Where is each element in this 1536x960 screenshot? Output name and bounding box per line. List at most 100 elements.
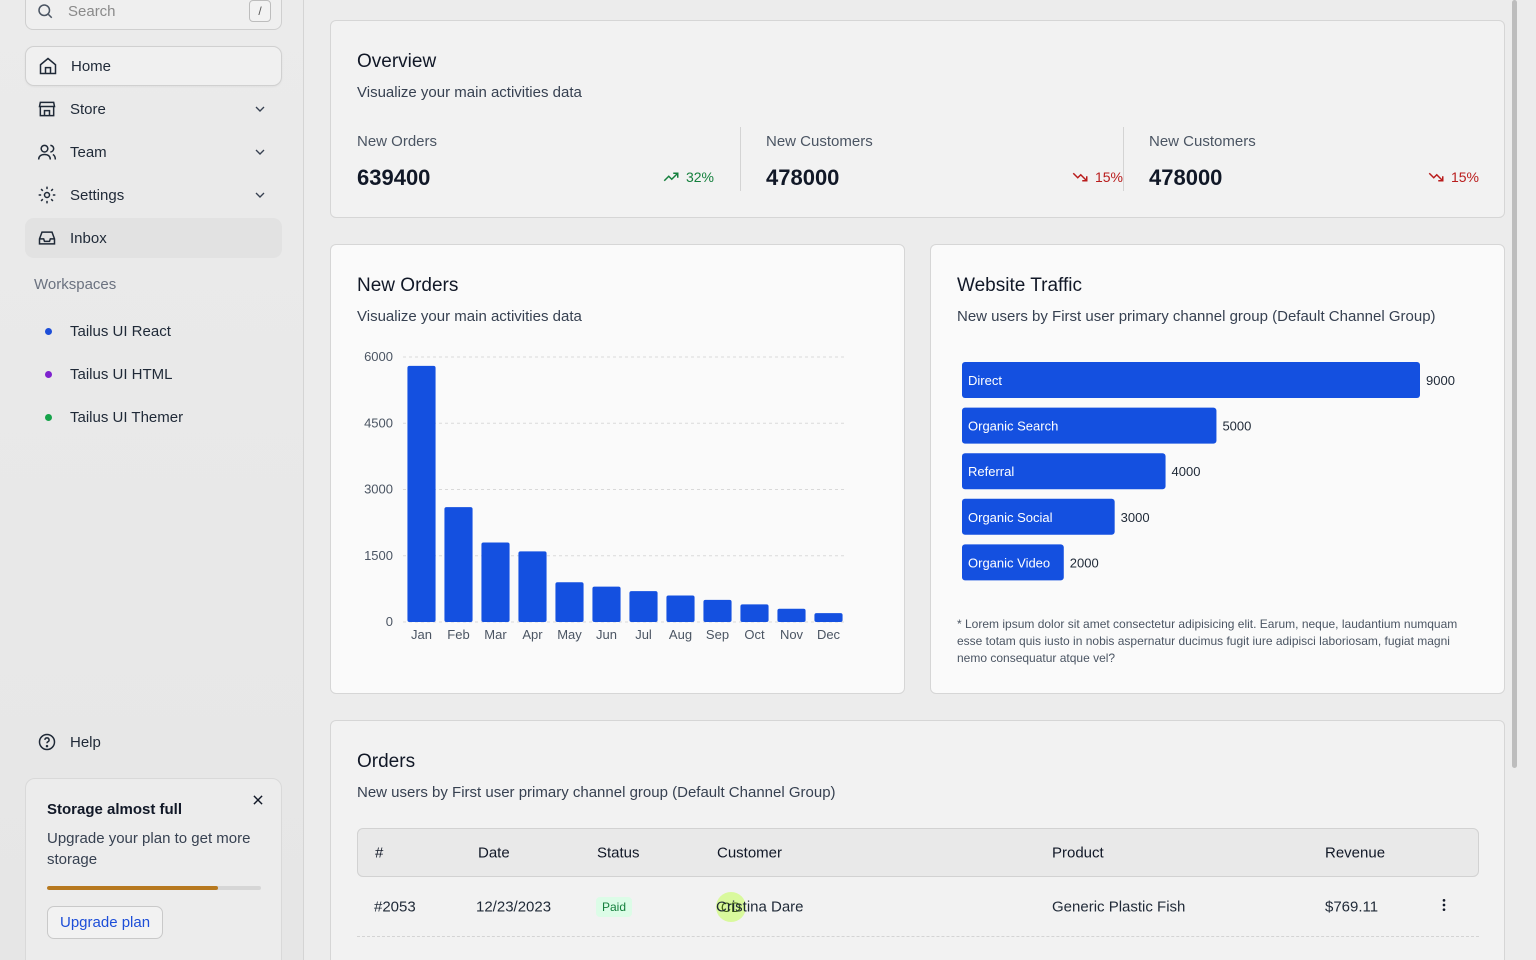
bar (962, 362, 1420, 398)
sidebar: Search / Home Store Team Settings Inbox … (0, 0, 304, 960)
chevron-down-icon[interactable] (252, 144, 268, 160)
bar-label: Organic Search (968, 419, 1058, 434)
bar (481, 542, 510, 622)
new-orders-chart: 0 1500 3000 4500 6000 Jan Feb Mar Apr May Jun Jul Au… (364, 349, 847, 642)
data-label: 4000 (1172, 464, 1201, 479)
orders-subtitle: New users by First user primary channel … (357, 784, 836, 801)
stat-change: 15% (1071, 168, 1123, 186)
y-tick-label: 1500 (364, 548, 393, 563)
nav-inbox-label: Inbox (70, 229, 107, 247)
data-label: 3000 (1121, 510, 1150, 525)
bar (777, 608, 806, 622)
stat-new-customers: New Customers 478000 15% (766, 127, 1123, 191)
stat-value: 478000 (1149, 165, 1223, 190)
help-label: Help (70, 733, 101, 751)
stat-new-orders: New Orders 639400 32% (357, 127, 714, 191)
workspace-item[interactable]: Tailus UI HTML (25, 356, 282, 392)
bar (962, 544, 1064, 581)
bar (518, 551, 547, 622)
bar (407, 365, 436, 622)
search-shortcut: / (249, 0, 271, 22)
nav-settings[interactable]: Settings (25, 175, 282, 215)
x-tick-label: Mar (484, 627, 507, 642)
nav-store-label: Store (70, 100, 106, 118)
table-row[interactable]: #2053 12/23/2023 Paid CD Cristina Dare G… (357, 877, 1479, 937)
col-customer[interactable]: Customer (717, 844, 783, 861)
bar (740, 604, 769, 622)
data-label: 5000 (1222, 419, 1251, 434)
divider (740, 127, 741, 191)
orders-card: Orders New users by First user primary c… (330, 720, 1505, 960)
bar (629, 591, 658, 622)
row-actions[interactable] (1436, 897, 1452, 917)
x-tick-label: Sep (706, 627, 729, 642)
col-status[interactable]: Status (597, 844, 640, 861)
orders-title: Orders (357, 751, 416, 772)
bar (814, 613, 843, 622)
traffic-subtitle: New users by First user primary channel … (957, 308, 1436, 325)
upgrade-plan-button[interactable]: Upgrade plan (47, 906, 164, 939)
nav-home[interactable]: Home (25, 46, 282, 86)
nav-team[interactable]: Team (25, 132, 282, 172)
x-tick-label: Jun (596, 627, 617, 642)
workspace-label: Tailus UI HTML (70, 365, 173, 383)
stat-value: 639400 (357, 165, 431, 190)
search-placeholder: Search (68, 2, 116, 20)
status-badge: Paid (596, 896, 633, 917)
x-tick-label: Jul (635, 627, 652, 642)
workspace-item[interactable]: Tailus UI React (25, 313, 282, 349)
scrollbar[interactable] (1512, 0, 1517, 768)
search-input[interactable]: Search / (25, 0, 282, 30)
workspace-dot (45, 327, 52, 335)
close-icon[interactable] (251, 793, 265, 807)
storage-progress-fill (47, 886, 219, 890)
workspace-item[interactable]: Tailus UI Themer (25, 399, 282, 435)
x-tick-label: May (557, 627, 582, 642)
bar (962, 453, 1166, 490)
col-date[interactable]: Date (478, 844, 510, 861)
help-link[interactable]: Help (25, 722, 282, 762)
overview-title: Overview (357, 51, 437, 72)
stat-change: 15% (1427, 168, 1479, 186)
x-tick-label: Nov (780, 627, 804, 642)
gear-icon (38, 186, 56, 204)
table-row[interactable] (357, 937, 1479, 960)
main-content: Overview Visualize your main activities … (304, 0, 1522, 960)
home-icon (39, 57, 57, 75)
divider (1123, 127, 1124, 191)
bar (444, 507, 473, 622)
bar-label: Referral (968, 464, 1014, 479)
nav-team-label: Team (70, 143, 107, 161)
trend-down-icon (1072, 172, 1088, 182)
col-product[interactable]: Product (1052, 844, 1104, 861)
bar (666, 595, 695, 622)
workspace-label: Tailus UI Themer (70, 408, 184, 426)
storage-alert: Storage almost full Upgrade your plan to… (25, 778, 282, 960)
chevron-down-icon[interactable] (252, 101, 268, 117)
traffic-title: Website Traffic (957, 275, 1082, 296)
website-traffic-card: Website Traffic New users by First user … (930, 244, 1505, 694)
stat-value: 478000 (766, 165, 840, 190)
chevron-down-icon[interactable] (252, 187, 268, 203)
y-tick-label: 6000 (364, 349, 393, 364)
col-revenue[interactable]: Revenue (1325, 844, 1386, 861)
nav-inbox[interactable]: Inbox (25, 218, 282, 258)
inbox-icon (38, 231, 56, 245)
x-tick-label: Apr (522, 627, 543, 642)
avatar: CD (716, 891, 746, 922)
bar (555, 582, 584, 622)
y-tick-label: 3000 (364, 482, 393, 497)
x-tick-label: Jan (411, 627, 432, 642)
traffic-footnote: * Lorem ipsum dolor sit amet consectetur… (957, 617, 1458, 665)
storage-progress (47, 886, 261, 890)
workspaces-title: Workspaces (34, 276, 117, 293)
more-vertical-icon (1442, 898, 1446, 911)
nav-settings-label: Settings (70, 186, 125, 204)
website-traffic-chart: Direct 9000 Organic Search 5000 Referral 4000… (962, 362, 1455, 581)
nav-store[interactable]: Store (25, 89, 282, 129)
col-id[interactable]: # (375, 844, 384, 861)
search-icon (38, 4, 53, 19)
workspace-label: Tailus UI React (70, 322, 171, 340)
overview-subtitle: Visualize your main activities data (357, 84, 582, 101)
product-name: Generic Plastic Fish (1052, 898, 1186, 915)
